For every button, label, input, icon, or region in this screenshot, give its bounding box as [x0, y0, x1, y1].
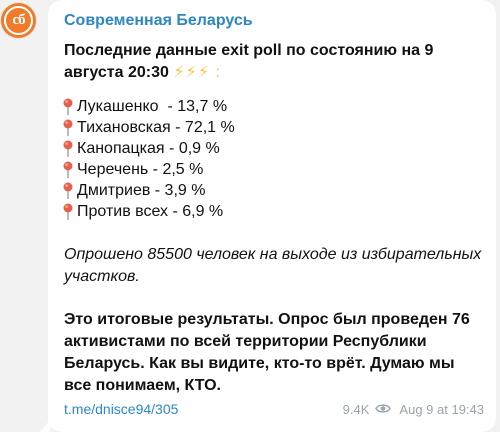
- channel-avatar[interactable]: сб: [1, 3, 36, 38]
- avatar-logo-text: сб: [4, 6, 33, 35]
- round-pushpin-icon: [62, 161, 74, 179]
- result-text: Черечень - 2,5 %: [77, 161, 204, 178]
- message-timestamp: Aug 9 at 19:43: [399, 401, 484, 417]
- round-pushpin-icon: [62, 119, 74, 137]
- post-title-text: Последние данные exit poll по состоянию …: [64, 42, 434, 81]
- result-text: Тихановская - 72,1 %: [77, 119, 235, 136]
- lightning-icons: ⚡⚡⚡ :: [173, 64, 221, 81]
- result-text: Дмитриев - 3,9 %: [77, 182, 206, 199]
- eye-icon: [375, 402, 392, 417]
- exit-poll-results: Лукашенко - 13,7 % Тихановская - 72,1 % …: [62, 96, 235, 222]
- result-item: Против всех - 6,9 %: [62, 201, 235, 222]
- message-footer: t.me/dnisce94/305 9.4K Aug 9 at 19:43: [64, 400, 484, 418]
- channel-name[interactable]: Современная Беларусь: [64, 12, 253, 29]
- survey-note: Опрошено 85500 человек на выходе из изби…: [64, 246, 482, 285]
- result-text: Лукашенко - 13,7 %: [77, 98, 228, 115]
- result-item: Дмитриев - 3,9 %: [62, 180, 235, 201]
- post-link[interactable]: t.me/dnisce94/305: [64, 401, 179, 417]
- result-text: Против всех - 6,9 %: [77, 203, 224, 220]
- message-meta: 9.4K Aug 9 at 19:43: [343, 402, 484, 417]
- result-text: Канопацкая - 0,9 %: [77, 140, 220, 157]
- result-item: Черечень - 2,5 %: [62, 159, 235, 180]
- result-item: Тихановская - 72,1 %: [62, 117, 235, 138]
- result-item: Канопацкая - 0,9 %: [62, 138, 235, 159]
- round-pushpin-icon: [62, 182, 74, 200]
- round-pushpin-icon: [62, 203, 74, 221]
- result-item: Лукашенко - 13,7 %: [62, 96, 235, 117]
- post-summary: Это итоговые результаты. Опрос был прове…: [64, 311, 470, 394]
- view-count: 9.4K: [342, 401, 370, 417]
- round-pushpin-icon: [62, 140, 74, 158]
- message-bubble-tail: [40, 420, 50, 432]
- message-bubble: Современная Беларусь Последние данные ex…: [48, 0, 496, 432]
- round-pushpin-icon: [62, 98, 74, 116]
- post-title: Последние данные exit poll по состоянию …: [64, 40, 484, 84]
